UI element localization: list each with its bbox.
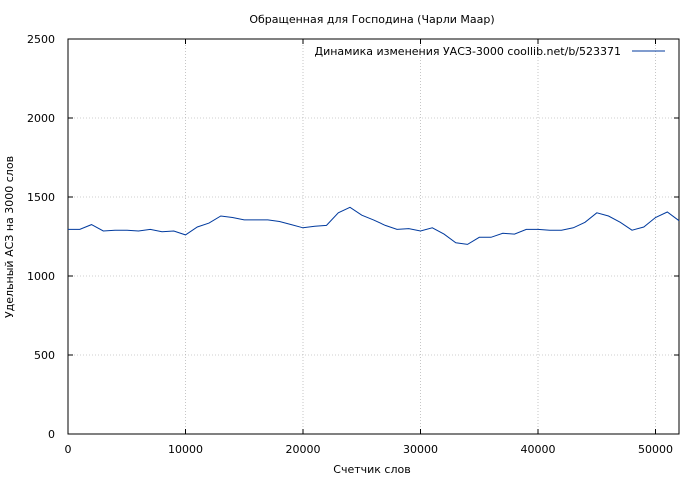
y-tick-label: 0 <box>48 428 55 441</box>
x-tick-label: 30000 <box>403 443 438 456</box>
grid <box>68 39 679 434</box>
legend-label: Динамика изменения УАСЗ-3000 coollib.net… <box>315 45 622 58</box>
y-tick-label: 1000 <box>27 270 55 283</box>
x-tick-label: 0 <box>65 443 72 456</box>
y-tick-label: 2500 <box>27 33 55 46</box>
y-tick-label: 1500 <box>27 191 55 204</box>
x-tick-label: 40000 <box>521 443 556 456</box>
x-axis: 0 10000 20000 30000 40000 50000 <box>65 39 673 456</box>
series-group <box>68 206 680 245</box>
y-axis-label: Удельный АСЗ на 3000 слов <box>3 156 16 318</box>
plot-frame <box>67 38 680 435</box>
plot-border <box>67 38 680 435</box>
x-tick-label: 50000 <box>638 443 673 456</box>
chart-title: Обращенная для Господина (Чарли Маар) <box>249 13 494 26</box>
x-axis-label: Счетчик слов <box>333 463 410 476</box>
y-tick-label: 2000 <box>27 112 55 125</box>
y-axis: 0 500 1000 1500 2000 2500 <box>27 33 679 441</box>
series-line <box>68 206 680 245</box>
y-tick-label: 500 <box>34 349 55 362</box>
legend: Динамика изменения УАСЗ-3000 coollib.net… <box>315 45 665 58</box>
x-tick-label: 10000 <box>168 443 203 456</box>
x-tick-label: 20000 <box>286 443 321 456</box>
